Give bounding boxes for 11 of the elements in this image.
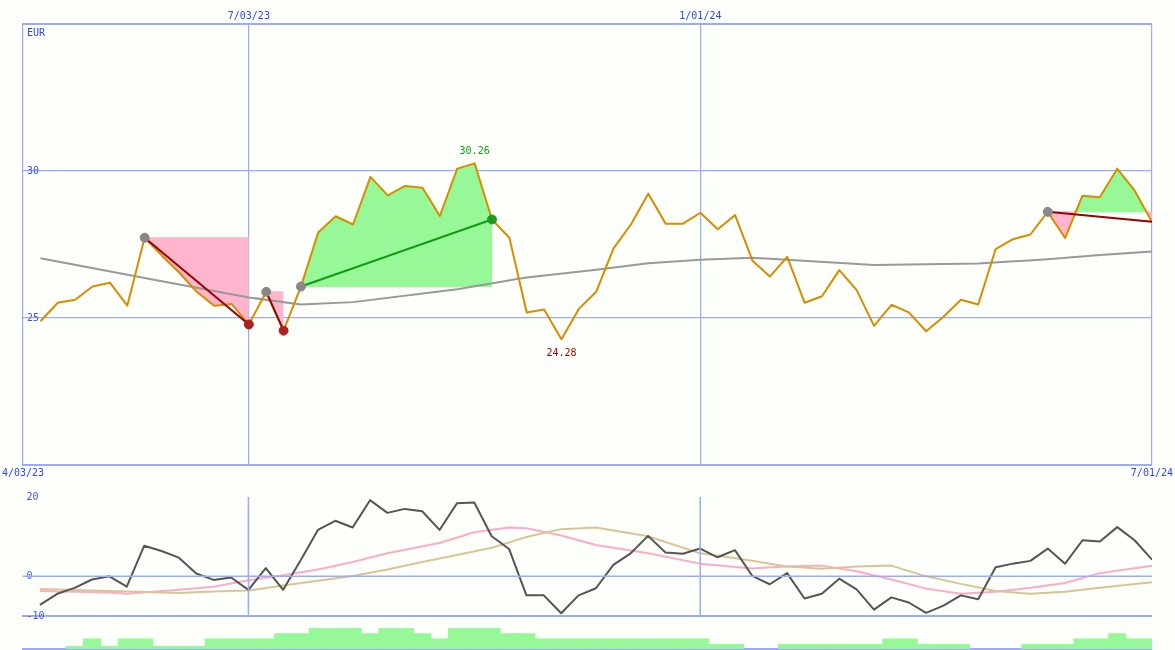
x2-tick-label: 1/01/24 — [679, 9, 722, 21]
annotation: EUR — [27, 27, 47, 38]
x-tick-label: 7/01/24 — [1130, 466, 1174, 478]
y-tick-label: 20 — [26, 490, 39, 502]
annotation: 30.26 — [459, 145, 490, 157]
annotation: 24.28 — [546, 347, 577, 359]
y-tick-label: 25 — [27, 311, 40, 323]
y-tick-label: 30 — [27, 164, 40, 176]
x2-tick-label: 7/03/23 — [227, 9, 270, 21]
y-tick-label: -10 — [26, 609, 45, 621]
x-tick-label: 4/03/23 — [1, 466, 45, 478]
